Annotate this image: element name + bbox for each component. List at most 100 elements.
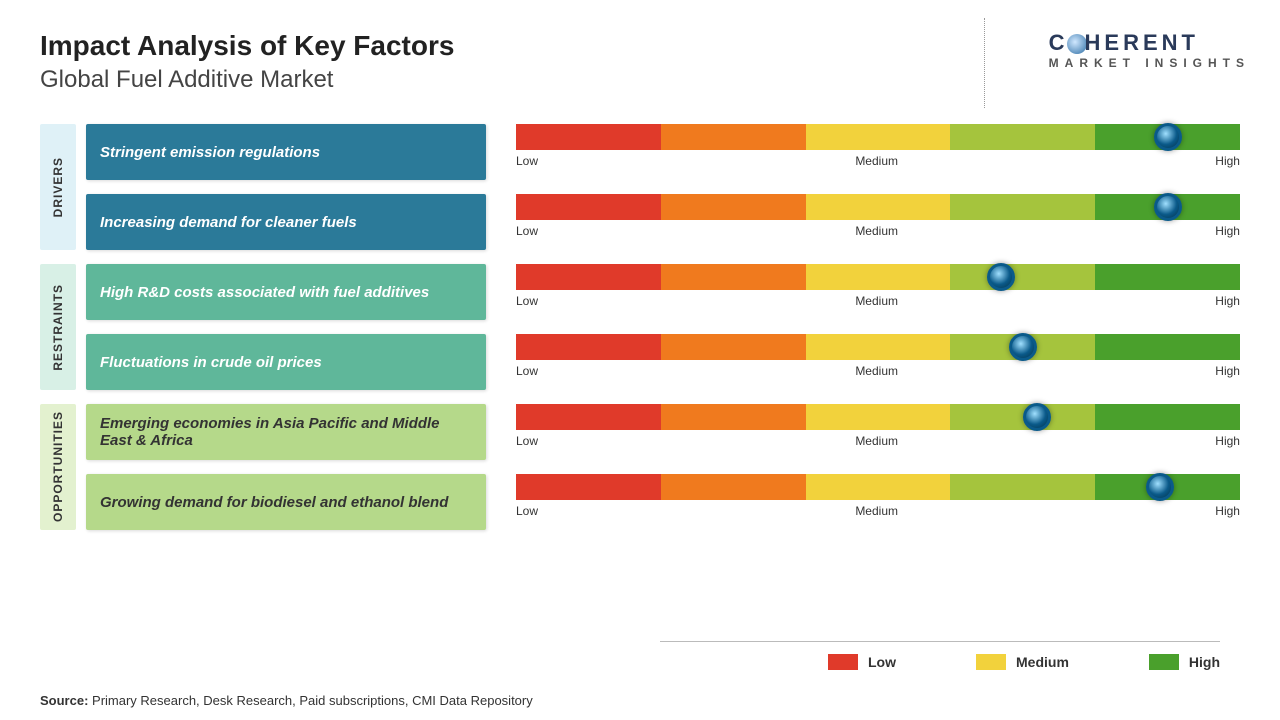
scale-label-medium: Medium (855, 294, 898, 308)
scale-label-high: High (1215, 364, 1240, 378)
factor-box: Increasing demand for cleaner fuels (86, 194, 486, 250)
scale-label-high: High (1215, 504, 1240, 518)
scale-bar (516, 334, 1240, 360)
scale-label-low: Low (516, 504, 538, 518)
scale-segment-4 (1095, 334, 1240, 360)
impact-marker (1009, 333, 1037, 361)
scale-segment-2 (806, 474, 951, 500)
scale-segment-1 (661, 334, 806, 360)
scale-segment-2 (806, 334, 951, 360)
factor-box: Emerging economies in Asia Pacific and M… (86, 404, 486, 460)
legend-item: Medium (976, 654, 1069, 670)
impact-marker (987, 263, 1015, 291)
legend-item: High (1149, 654, 1220, 670)
impact-marker (1023, 403, 1051, 431)
scale-label-medium: Medium (855, 364, 898, 378)
source-line: Source: Primary Research, Desk Research,… (40, 693, 533, 708)
scale-label-low: Low (516, 364, 538, 378)
legend: Low Medium High (660, 641, 1220, 670)
group-label-drivers: DRIVERS (40, 124, 76, 250)
factor-row: Stringent emission regulations Low Medium H… (86, 124, 1240, 180)
group-label-restraints: RESTRAINTS (40, 264, 76, 390)
logo-globe-icon (1067, 34, 1087, 54)
scale-label-medium: Medium (855, 154, 898, 168)
factor-row: Growing demand for biodiesel and ethanol… (86, 474, 1240, 530)
scale-labels: Low Medium High (516, 220, 1240, 238)
legend-label: Medium (1016, 654, 1069, 670)
scale-bar (516, 404, 1240, 430)
group-restraints: RESTRAINTS High R&D costs associated with… (40, 264, 1240, 390)
scale-segment-4 (1095, 264, 1240, 290)
divider-vertical (984, 18, 985, 108)
legend-swatch (976, 654, 1006, 670)
factor-row: High R&D costs associated with fuel addi… (86, 264, 1240, 320)
scale-labels: Low Medium High (516, 500, 1240, 518)
impact-marker (1154, 193, 1182, 221)
scale-label-medium: Medium (855, 504, 898, 518)
scale-segment-1 (661, 474, 806, 500)
impact-marker (1154, 123, 1182, 151)
scale-labels: Low Medium High (516, 360, 1240, 378)
scale-segment-0 (516, 124, 661, 150)
scale-label-low: Low (516, 434, 538, 448)
impact-scale: Low Medium High (516, 194, 1240, 238)
scale-segment-2 (806, 264, 951, 290)
scale-segment-2 (806, 194, 951, 220)
impact-scale: Low Medium High (516, 334, 1240, 378)
scale-label-high: High (1215, 224, 1240, 238)
factor-row: Emerging economies in Asia Pacific and M… (86, 404, 1240, 460)
scale-labels: Low Medium High (516, 150, 1240, 168)
factor-row: Increasing demand for cleaner fuels Low Me… (86, 194, 1240, 250)
group-label-text: DRIVERS (51, 157, 65, 217)
scale-segment-3 (950, 124, 1095, 150)
source-label: Source: (40, 693, 88, 708)
group-drivers: DRIVERS Stringent emission regulations Low… (40, 124, 1240, 250)
factor-box: High R&D costs associated with fuel addi… (86, 264, 486, 320)
scale-segment-2 (806, 124, 951, 150)
source-text: Primary Research, Desk Research, Paid su… (92, 693, 533, 708)
scale-bar (516, 124, 1240, 150)
scale-segment-1 (661, 404, 806, 430)
content-area: DRIVERS Stringent emission regulations Low… (0, 104, 1280, 530)
scale-label-low: Low (516, 154, 538, 168)
impact-scale: LowMediumHigh (516, 264, 1240, 308)
scale-segment-1 (661, 124, 806, 150)
factor-box: Stringent emission regulations (86, 124, 486, 180)
scale-segment-0 (516, 404, 661, 430)
scale-label-high: High (1215, 434, 1240, 448)
factor-box: Fluctuations in crude oil prices (86, 334, 486, 390)
impact-scale: Low Medium High (516, 474, 1240, 518)
scale-label-medium: Medium (855, 224, 898, 238)
group-label-opportunities: OPPORTUNITIES (40, 404, 76, 530)
scale-labels: LowMediumHigh (516, 290, 1240, 308)
scale-bar (516, 474, 1240, 500)
impact-marker (1146, 473, 1174, 501)
legend-item: Low (828, 654, 896, 670)
legend-swatch (1149, 654, 1179, 670)
brand-tagline: MARKET INSIGHTS (1049, 56, 1250, 70)
scale-bar (516, 264, 1240, 290)
scale-segment-3 (950, 264, 1095, 290)
scale-bar (516, 194, 1240, 220)
legend-label: High (1189, 654, 1220, 670)
group-opportunities: OPPORTUNITIES Emerging economies in Asia … (40, 404, 1240, 530)
legend-swatch (828, 654, 858, 670)
scale-segment-0 (516, 474, 661, 500)
brand-logo: CHERENT MARKET INSIGHTS (1049, 30, 1250, 70)
page-subtitle: Global Fuel Additive Market (40, 66, 1240, 94)
scale-label-high: High (1215, 154, 1240, 168)
scale-segment-4 (1095, 404, 1240, 430)
factor-row: Fluctuations in crude oil prices Low Mediu… (86, 334, 1240, 390)
scale-segment-0 (516, 334, 661, 360)
factor-box: Growing demand for biodiesel and ethanol… (86, 474, 486, 530)
group-rows: High R&D costs associated with fuel addi… (86, 264, 1240, 390)
scale-segment-1 (661, 264, 806, 290)
scale-label-low: Low (516, 224, 538, 238)
scale-segment-3 (950, 194, 1095, 220)
scale-segment-0 (516, 194, 661, 220)
group-rows: Stringent emission regulations Low Medium H… (86, 124, 1240, 250)
impact-scale: Low Medium High (516, 124, 1240, 168)
legend-label: Low (868, 654, 896, 670)
impact-scale: LowMediumHigh (516, 404, 1240, 448)
scale-segment-2 (806, 404, 951, 430)
